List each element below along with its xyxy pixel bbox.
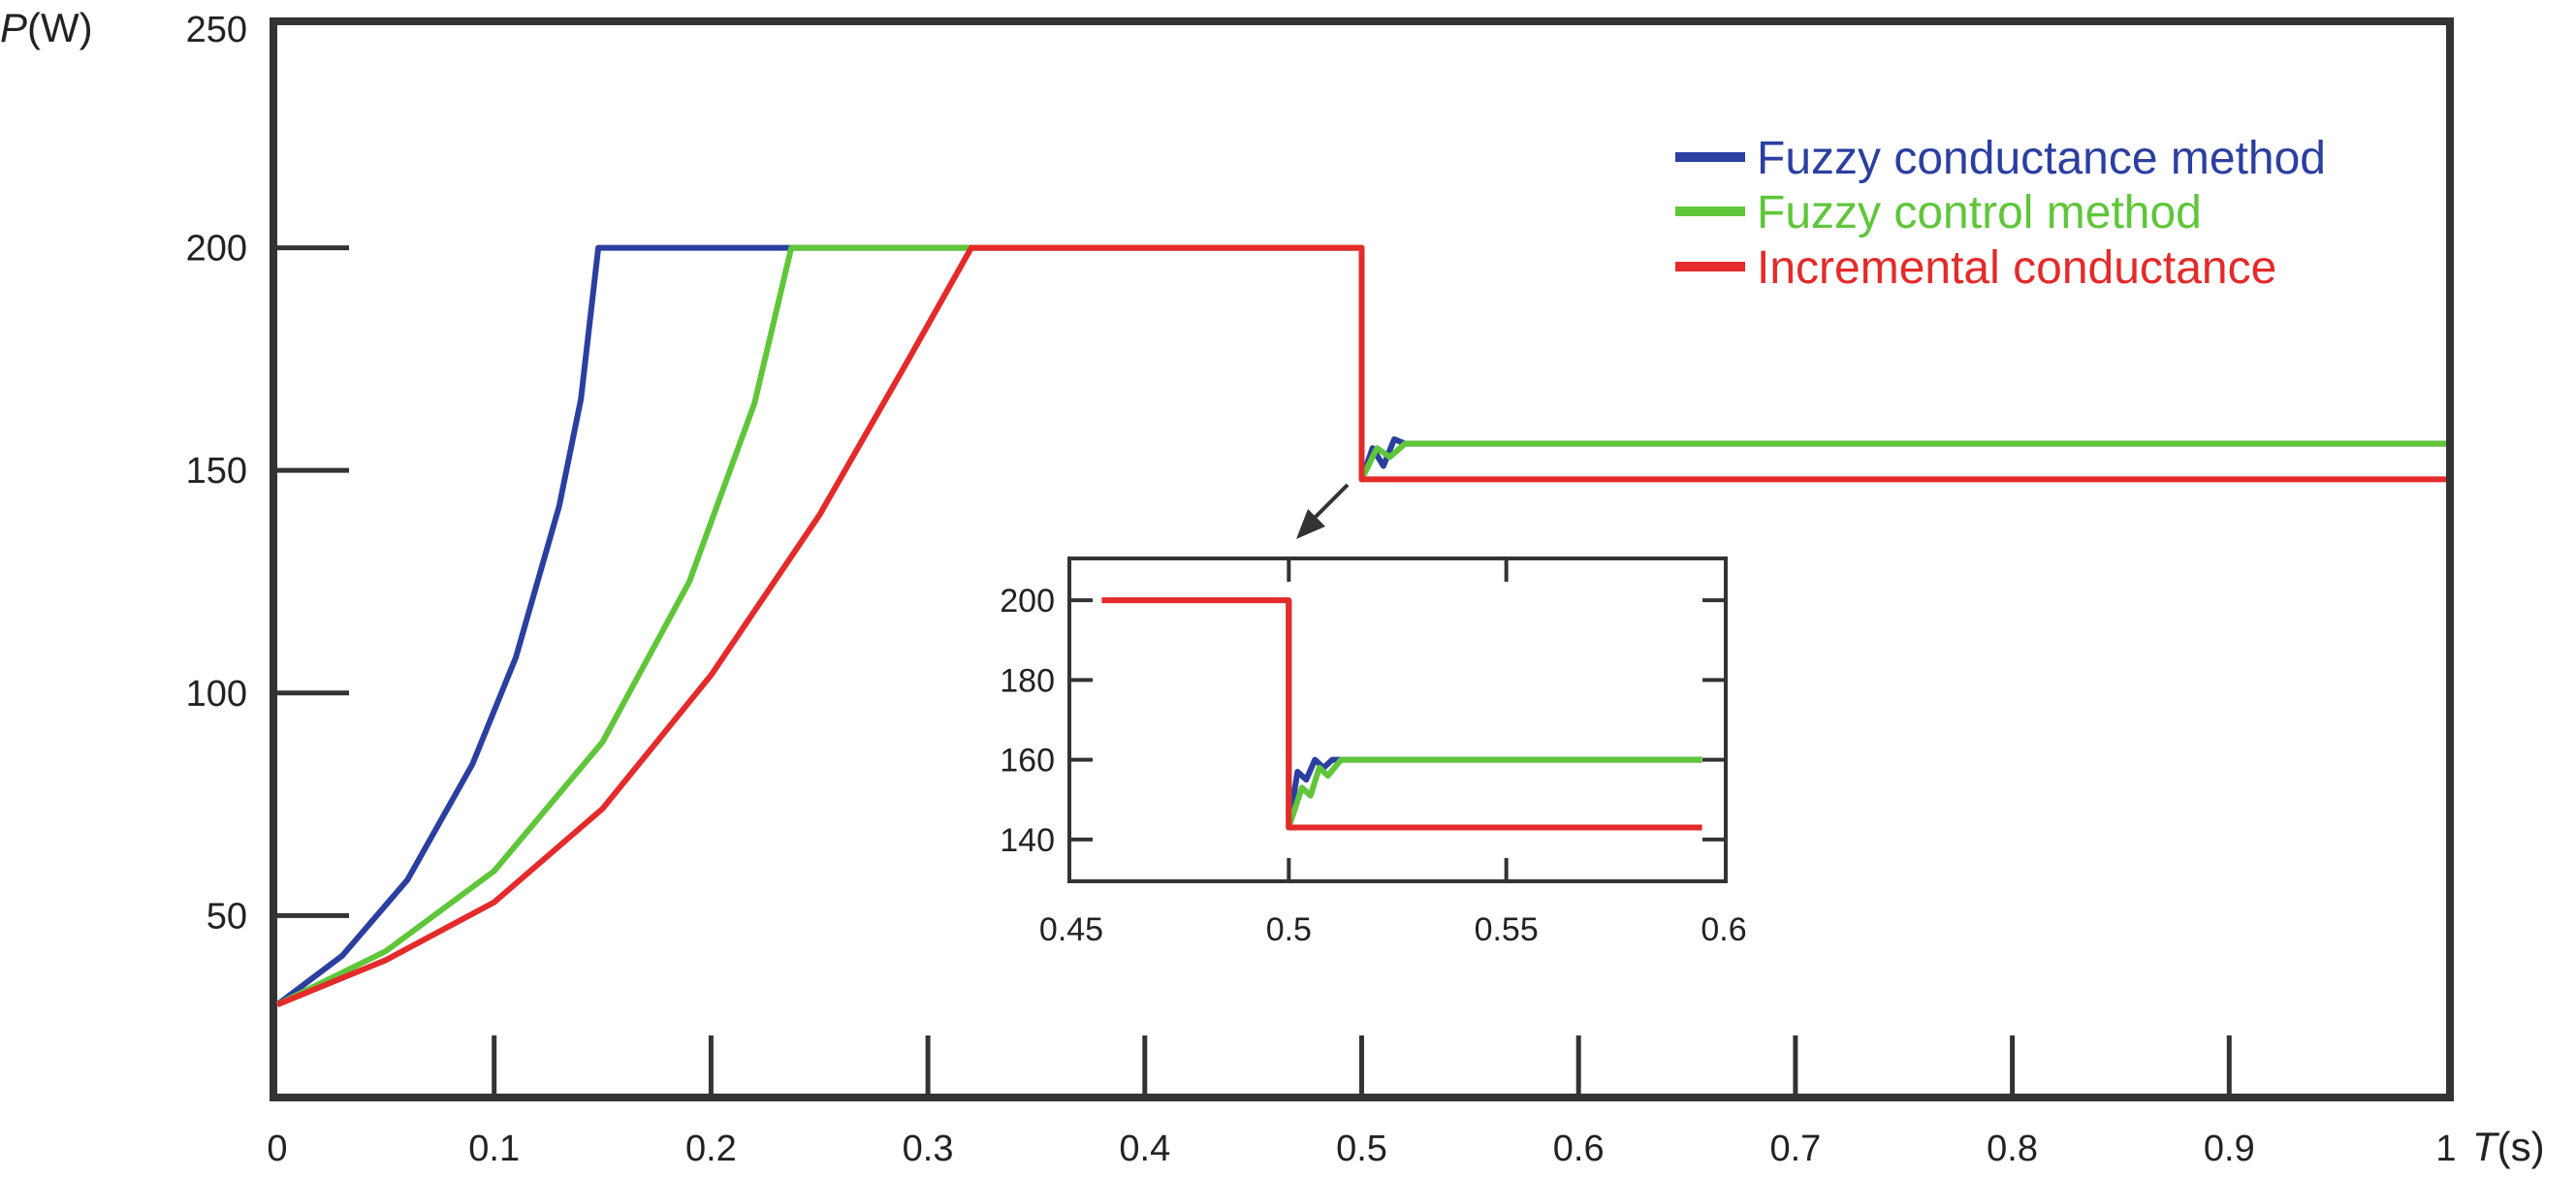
legend-label-fuzzy-control: Fuzzy control method — [1757, 187, 2202, 239]
legend-label-fuzzy-conductance: Fuzzy conductance method — [1757, 133, 2326, 184]
main-series — [275, 244, 2446, 1007]
inset-y-tick-label-180: 180 — [1000, 662, 1055, 699]
main-ticks — [277, 245, 2232, 1094]
x-tick-label-0-4: 0.4 — [1119, 1129, 1170, 1169]
inset-tick-labels: 140 160 180 200 0.45 0.5 0.55 0.6 — [1000, 583, 1746, 948]
inset-frame — [1067, 557, 1728, 883]
inset-x-tick-label-0-6: 0.6 — [1701, 911, 1746, 948]
x-axis-unit: (s) — [2497, 1124, 2545, 1169]
zoom-arrow — [1296, 483, 1350, 539]
y-tick-label-150: 150 — [186, 451, 247, 492]
inset-series-incremental-conductance — [1101, 597, 1702, 831]
zoom-arrow-shaft — [1312, 483, 1350, 521]
legend-item-fuzzy-conductance: Fuzzy conductance method — [1675, 133, 2326, 184]
x-tick-label-0-2: 0.2 — [685, 1129, 737, 1169]
y-axis-top-label: 250 — [186, 10, 247, 50]
x-tick-label-0-3: 0.3 — [903, 1129, 954, 1169]
inset-x-tick-label-0-45: 0.45 — [1039, 911, 1103, 948]
inset-x-tick-label-0-5: 0.5 — [1266, 911, 1312, 948]
series-fuzzy-conductance-method — [275, 244, 2446, 1007]
inset-x-tick-label-0-55: 0.55 — [1475, 911, 1539, 948]
series-fuzzy-control-method — [275, 244, 2446, 1007]
inset-y-tick-label-140: 140 — [1000, 822, 1055, 859]
x-tick-label-1: 1 — [2435, 1129, 2456, 1169]
series-incremental-conductance — [275, 244, 2446, 1007]
x-tick-label-0-6: 0.6 — [1553, 1129, 1605, 1169]
inset-y-tick-label-160: 160 — [1000, 743, 1055, 779]
y-tick-label-200: 200 — [186, 229, 247, 270]
y-axis-unit: (W) — [27, 5, 93, 50]
y-tick-label-100: 100 — [186, 674, 247, 715]
y-axis-title: P(W) — [0, 5, 93, 50]
inset-series — [1101, 597, 1702, 831]
x-tick-label-0: 0 — [267, 1129, 287, 1169]
legend: Fuzzy conductance method Fuzzy control m… — [1675, 133, 2326, 294]
y-tick-label-50: 50 — [207, 896, 247, 937]
x-tick-label-0-1: 0.1 — [468, 1129, 520, 1169]
inset-y-tick-label-200: 200 — [1000, 583, 1055, 620]
x-tick-label-0-7: 0.7 — [1769, 1129, 1821, 1169]
x-axis-var: T — [2472, 1124, 2500, 1169]
x-axis-title: T(s) — [2472, 1124, 2545, 1169]
legend-label-incremental-conductance: Incremental conductance — [1757, 242, 2276, 294]
y-axis-var: P — [0, 5, 27, 50]
main-tick-labels: 50 100 150 200 0 0.1 0.2 0.3 0.4 0.5 0.6 0.7 0.8 0.9 1 — [186, 229, 2457, 1169]
legend-item-incremental-conductance: Incremental conductance — [1675, 242, 2276, 294]
x-tick-label-0-8: 0.8 — [1987, 1129, 2038, 1169]
x-tick-label-0-9: 0.9 — [2204, 1129, 2255, 1169]
plot-frame — [270, 17, 2454, 1101]
x-tick-label-0-5: 0.5 — [1336, 1129, 1387, 1169]
zoom-arrow-head — [1296, 509, 1325, 539]
legend-item-fuzzy-control: Fuzzy control method — [1675, 187, 2202, 239]
inset-ticks — [1071, 560, 1724, 879]
inset-chart: 140 160 180 200 0.45 0.5 0.55 0.6 — [1000, 557, 1747, 948]
